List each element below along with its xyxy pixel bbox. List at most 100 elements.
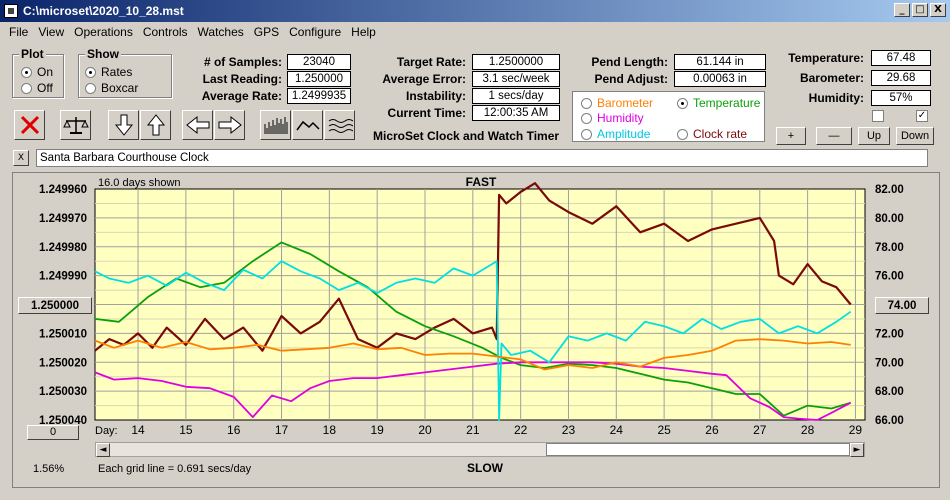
barometer-label: Barometer: xyxy=(799,71,864,85)
right-tick-label: 66.00 xyxy=(875,415,904,427)
left-axis-labels: 1.249960 1.249970 1.249980 1.249990 1.250010… xyxy=(39,184,87,427)
right-tick-label: 76.00 xyxy=(875,271,904,283)
window-title: C:\microset\2020_10_28.mst xyxy=(23,4,184,18)
left-tick-label: 1.250030 xyxy=(39,386,87,398)
plot-group-title: Plot xyxy=(19,47,46,61)
chart-series xyxy=(94,182,852,421)
menu-watches[interactable]: Watches xyxy=(197,25,244,39)
zero-button[interactable]: 0 xyxy=(27,425,79,440)
samples-field: 23040 xyxy=(287,54,351,70)
sensor-clock-rate-radio[interactable]: Clock rate xyxy=(677,127,747,141)
left-tick-label: 1.249960 xyxy=(39,184,87,196)
left-arrow-button[interactable] xyxy=(182,110,213,140)
days-shown-label: 16.0 days shown xyxy=(98,177,181,189)
x-tick-label: 15 xyxy=(179,423,193,437)
barometer-field: 29.68 xyxy=(871,70,931,86)
left-checkbox[interactable] xyxy=(872,110,884,122)
menu-operations[interactable]: Operations xyxy=(74,25,133,39)
close-button[interactable]: X xyxy=(930,3,946,17)
right-tick-label: 80.00 xyxy=(875,213,904,225)
x-tick-label: 28 xyxy=(801,423,815,437)
last-reading-field: 1.250000 xyxy=(287,71,351,87)
menu-configure[interactable]: Configure xyxy=(289,25,342,39)
series-barometer-line xyxy=(94,338,851,371)
pend-length-label: Pend Length: xyxy=(591,55,668,69)
instability-field: 1 secs/day xyxy=(472,88,560,104)
left-reference-button[interactable]: 1.250000 xyxy=(18,297,92,314)
right-tick-label: 72.00 xyxy=(875,328,904,340)
average-error-field: 3.1 sec/week xyxy=(472,71,560,87)
scroll-right-button[interactable]: ► xyxy=(850,443,864,457)
x-tick-label: 24 xyxy=(610,423,624,437)
show-group-title: Show xyxy=(85,47,121,61)
menu-view[interactable]: View xyxy=(38,25,65,39)
right-tick-label: 82.00 xyxy=(875,184,904,196)
minus-button[interactable]: — xyxy=(816,127,852,145)
right-tick-label: 70.00 xyxy=(875,357,904,369)
right-axis-labels: 82.00 80.00 78.00 76.00 72.00 70.00 68.00 66.00 xyxy=(875,184,904,427)
last-reading-label: Last Reading: xyxy=(202,72,282,86)
menu-help[interactable]: Help xyxy=(351,25,376,39)
horizontal-scrollbar[interactable]: ◄ ► xyxy=(95,442,865,457)
x-tick-label: 29 xyxy=(849,423,863,437)
x-tick-label: 20 xyxy=(418,423,432,437)
left-tick-label: 1.250010 xyxy=(39,328,87,340)
show-group: Show Rates Boxcar xyxy=(78,47,172,98)
series-humidity-line xyxy=(94,361,852,421)
x-tick-label: 16 xyxy=(227,423,241,437)
humidity-label: Humidity: xyxy=(808,91,864,105)
stop-button[interactable] xyxy=(14,110,45,140)
right-checkbox[interactable]: ✓ xyxy=(916,110,928,122)
temperature-field: 67.48 xyxy=(871,50,931,66)
left-tick-label: 1.249990 xyxy=(39,271,87,283)
bar-graph-icon xyxy=(264,117,287,134)
menu-controls[interactable]: Controls xyxy=(142,25,188,39)
show-boxcar-radio[interactable]: Boxcar xyxy=(85,81,138,95)
down-arrow-button[interactable] xyxy=(108,110,139,140)
pend-length-field: 61.144 in xyxy=(674,54,766,70)
x-tick-label: 17 xyxy=(275,423,289,437)
plot-off-radio[interactable]: Off xyxy=(21,81,53,95)
sensor-select-box: Barometer Temperature Humidity Amplitude… xyxy=(572,91,765,142)
maximize-button[interactable]: □ xyxy=(912,3,928,17)
minimize-button[interactable]: _ xyxy=(894,3,910,17)
app-icon xyxy=(4,4,18,18)
average-error-label: Average Error: xyxy=(382,72,466,86)
rate-chart: 1.249960 1.249970 1.249980 1.249990 1.250010… xyxy=(33,175,904,475)
left-arrow-icon xyxy=(185,115,209,135)
wave-lines-icon xyxy=(328,119,353,133)
up-button[interactable]: Up xyxy=(858,127,890,145)
menu-gps[interactable]: GPS xyxy=(253,25,280,39)
up-arrow-icon xyxy=(146,114,165,136)
plus-button[interactable]: + xyxy=(776,127,806,145)
sensor-humidity-radio[interactable]: Humidity xyxy=(581,111,644,125)
right-tick-label: 78.00 xyxy=(875,242,904,254)
show-rates-radio[interactable]: Rates xyxy=(85,65,132,79)
instability-label: Instability: xyxy=(405,89,466,103)
wave-view-button[interactable] xyxy=(324,110,355,140)
pend-adjust-label: Pend Adjust: xyxy=(594,72,668,86)
right-reference-button[interactable]: 74.00 xyxy=(875,297,929,314)
down-button[interactable]: Down xyxy=(896,127,934,145)
bars-view-button[interactable] xyxy=(260,110,291,140)
x-tick-label: 25 xyxy=(657,423,671,437)
sensor-barometer-radio[interactable]: Barometer xyxy=(581,96,653,110)
scroll-left-button[interactable]: ◄ xyxy=(96,443,110,457)
up-arrow-button[interactable] xyxy=(140,110,171,140)
right-arrow-button[interactable] xyxy=(214,110,245,140)
target-rate-field[interactable]: 1.2500000 xyxy=(472,54,560,70)
x-tick-label: 22 xyxy=(514,423,528,437)
x-tick-label: 26 xyxy=(705,423,719,437)
fast-label: FAST xyxy=(466,175,497,189)
balance-button[interactable] xyxy=(60,110,91,140)
menu-file[interactable]: File xyxy=(9,25,29,39)
sensor-temperature-radio[interactable]: Temperature xyxy=(677,96,760,110)
sensor-amplitude-radio[interactable]: Amplitude xyxy=(581,127,650,141)
clock-name-field[interactable]: Santa Barbara Courthouse Clock xyxy=(36,149,928,167)
scroll-thumb[interactable] xyxy=(546,443,850,456)
right-tick-label: 68.00 xyxy=(875,386,904,398)
pend-adjust-field: 0.00063 in xyxy=(674,71,766,87)
plot-on-radio[interactable]: On xyxy=(21,65,53,79)
line-view-button[interactable] xyxy=(292,110,323,140)
clear-name-button[interactable]: X xyxy=(13,150,29,166)
